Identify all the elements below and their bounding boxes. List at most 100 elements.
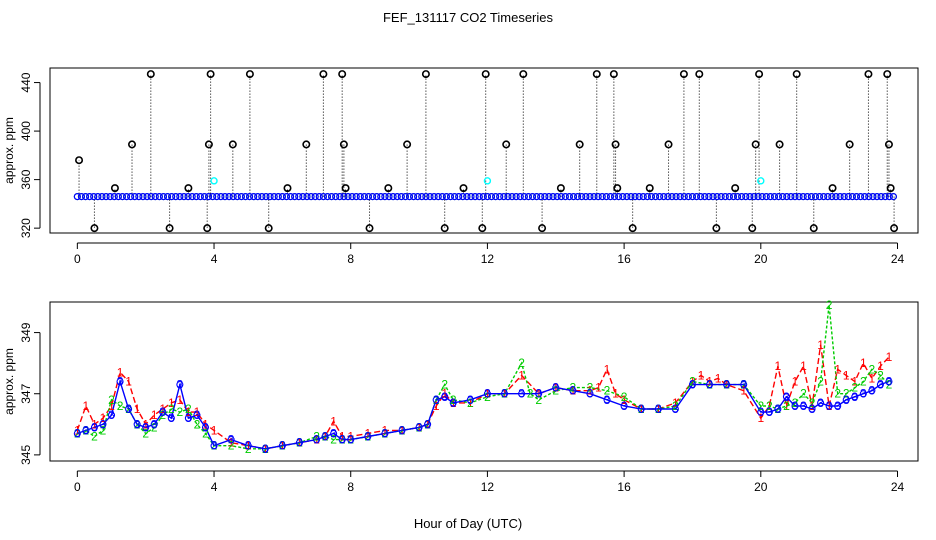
series-label-1: 1 xyxy=(100,411,107,425)
spike-point xyxy=(502,140,511,149)
series-label-1: 1 xyxy=(134,402,141,416)
series-label-3: 3 xyxy=(211,439,218,453)
baseline-point xyxy=(151,193,159,201)
series-point xyxy=(552,384,560,392)
spike-point xyxy=(755,70,764,79)
series-label-2: 2 xyxy=(869,362,876,376)
baseline-point xyxy=(217,193,225,201)
series-point xyxy=(338,436,346,444)
baseline-point xyxy=(442,193,451,201)
spike-point xyxy=(478,224,487,233)
series-label-1: 1 xyxy=(142,417,149,431)
series-label-3: 3 xyxy=(364,430,371,444)
baseline-point xyxy=(889,193,897,201)
series-point xyxy=(176,381,184,389)
baseline-point xyxy=(323,193,332,201)
series-label-1: 1 xyxy=(826,399,833,413)
baseline-point xyxy=(664,193,672,201)
baseline-point xyxy=(303,193,311,201)
baseline-point xyxy=(143,193,151,201)
series-label-1: 1 xyxy=(416,420,423,434)
series-point xyxy=(808,405,816,413)
baseline-point xyxy=(815,193,824,201)
baseline-point xyxy=(81,193,90,201)
series-label-3: 3 xyxy=(783,390,790,404)
series-point xyxy=(150,420,158,428)
series-label-2: 2 xyxy=(706,378,713,392)
baseline-point xyxy=(795,193,803,201)
x-tick-label: 20 xyxy=(754,480,768,494)
baseline-point xyxy=(533,193,541,201)
baseline-point xyxy=(77,193,86,201)
baseline-point xyxy=(332,193,340,201)
series-label-1: 1 xyxy=(433,399,440,413)
series-label-1: 1 xyxy=(723,378,730,392)
baseline-point xyxy=(410,193,418,201)
series-label-3: 3 xyxy=(245,439,252,453)
baseline-point xyxy=(549,193,557,201)
series-label-3: 3 xyxy=(83,423,90,437)
baseline-point xyxy=(188,193,196,201)
series-label-3: 3 xyxy=(877,378,884,392)
baseline-point xyxy=(569,193,578,201)
y-axis-label: approx. ppm xyxy=(2,348,16,415)
baseline-point xyxy=(877,193,885,201)
baseline-point xyxy=(200,193,209,201)
baseline-point xyxy=(651,193,660,201)
series-label-1: 1 xyxy=(322,430,329,444)
series-label-2: 2 xyxy=(757,399,764,413)
series-label-2: 2 xyxy=(783,399,790,413)
series-label-1: 1 xyxy=(168,396,175,410)
series-label-2: 2 xyxy=(416,420,423,434)
spike-point xyxy=(90,224,99,233)
series-point xyxy=(466,396,474,404)
baseline-point xyxy=(127,193,135,201)
spike-point xyxy=(575,140,584,149)
baseline-point xyxy=(836,193,844,201)
series-label-2: 2 xyxy=(570,381,577,395)
series-label-1: 1 xyxy=(809,399,816,413)
spike-point xyxy=(645,184,654,193)
series-label-3: 3 xyxy=(416,420,423,434)
series-point xyxy=(381,429,389,438)
series-point xyxy=(500,390,509,398)
baseline-point xyxy=(746,193,754,201)
baseline-point xyxy=(738,193,746,201)
spike-point xyxy=(886,184,895,193)
series-point xyxy=(449,399,457,407)
series-label-2: 2 xyxy=(672,399,679,413)
series-label-1: 1 xyxy=(330,414,337,428)
baseline-point xyxy=(803,193,811,201)
series-point xyxy=(851,393,859,401)
series-label-3: 3 xyxy=(202,420,209,434)
series-label-1: 1 xyxy=(194,405,201,419)
series-label-1: 1 xyxy=(792,375,799,389)
x-tick-label: 8 xyxy=(347,252,354,266)
spike-point xyxy=(890,224,899,233)
series-label-3: 3 xyxy=(655,402,662,416)
baseline-point xyxy=(389,193,397,201)
baseline-point xyxy=(856,193,865,201)
series-label-3: 3 xyxy=(766,405,773,419)
series-label-3: 3 xyxy=(168,411,175,425)
baseline-point xyxy=(278,193,286,201)
series-label-1: 1 xyxy=(467,396,474,410)
series-label-1: 1 xyxy=(800,359,807,373)
series-point xyxy=(842,396,850,404)
baseline-point xyxy=(754,193,762,201)
plot-frame xyxy=(49,301,919,462)
baseline-point xyxy=(430,193,438,201)
x-tick-label: 16 xyxy=(617,480,631,494)
baseline-point xyxy=(729,193,738,201)
baseline-point xyxy=(574,193,582,201)
baseline-point xyxy=(344,193,352,201)
baseline-point xyxy=(471,193,479,201)
series-label-2: 2 xyxy=(142,426,149,440)
baseline-point xyxy=(446,193,455,201)
baseline-point xyxy=(820,193,828,201)
series-label-2: 2 xyxy=(851,381,858,395)
series-point xyxy=(518,390,526,398)
cyan-point xyxy=(210,177,218,185)
series-label-3: 3 xyxy=(399,423,406,437)
series-point xyxy=(637,405,645,413)
